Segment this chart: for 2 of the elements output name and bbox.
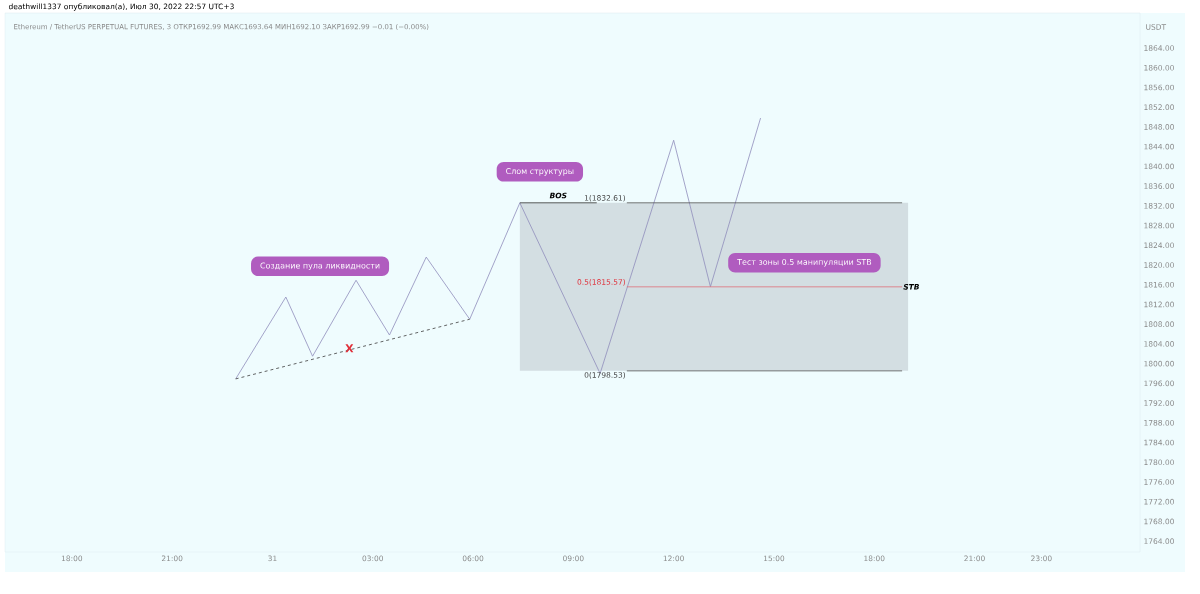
line-series <box>235 117 761 380</box>
annotation: X <box>345 344 354 353</box>
